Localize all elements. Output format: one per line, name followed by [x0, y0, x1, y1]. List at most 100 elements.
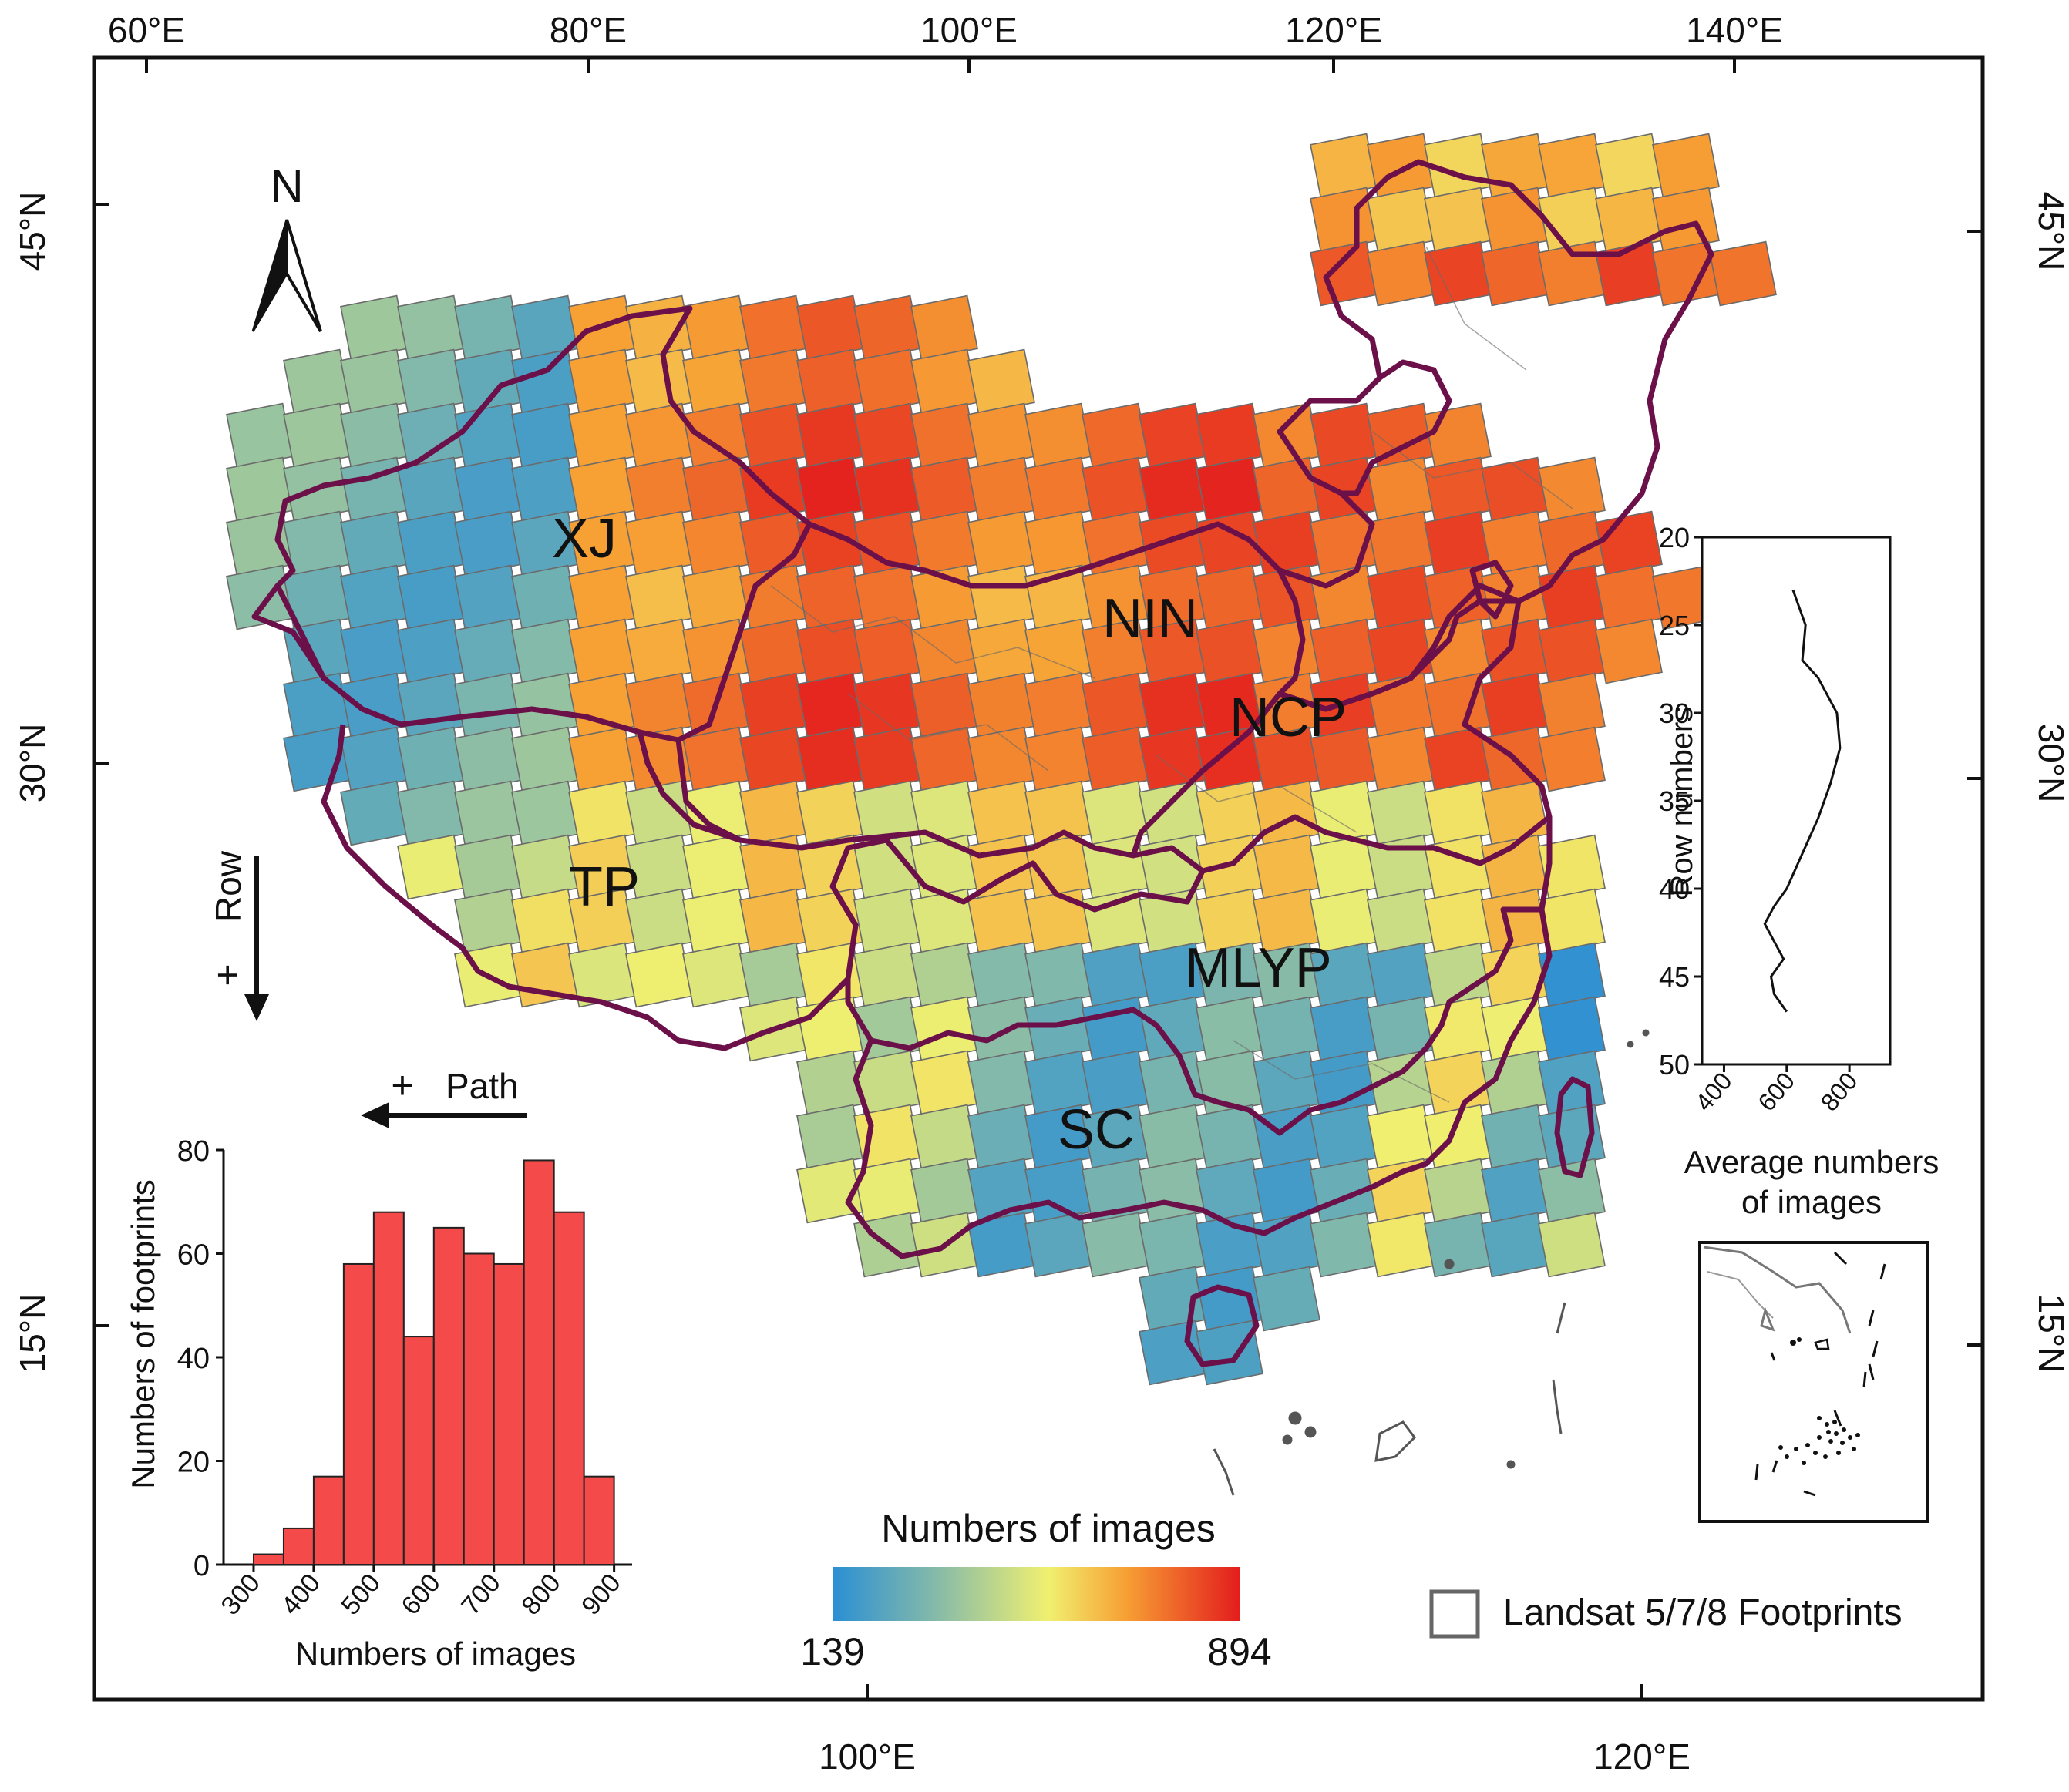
- right-axis-label: 15°N: [2031, 1294, 2069, 1373]
- histogram-bar: [493, 1262, 525, 1565]
- left-axis-label: 45°N: [12, 192, 52, 271]
- province-boundaries: [770, 246, 1573, 1103]
- histogram-xlabel: Numbers of images: [295, 1636, 576, 1672]
- left-axis-label: 15°N: [12, 1294, 52, 1373]
- right-axis: 45°N 30°N 15°N: [2031, 192, 2069, 1373]
- legend: Landsat 5/7/8 Footprints: [1429, 1589, 1902, 1639]
- histogram-bar: [282, 1527, 315, 1566]
- region-label-nin: NIN: [1102, 588, 1198, 650]
- histogram-xtick-label: 900: [576, 1568, 627, 1621]
- footprint-tile: [1424, 240, 1492, 307]
- footprint-tile: [1253, 1266, 1320, 1332]
- row-profile-ytick-label: 20: [1659, 522, 1690, 553]
- row-profile-ytick-label: 40: [1659, 873, 1690, 905]
- top-axis-label: 100°E: [920, 10, 1018, 50]
- histogram-ytick-label: 0: [193, 1550, 210, 1582]
- row-profile-ytick-label: 50: [1659, 1049, 1690, 1081]
- row-profile-xtick-label: 800: [1815, 1067, 1863, 1116]
- row-arrow-label: Row: [208, 850, 248, 922]
- colorbar: Numbers of images 139 894: [800, 1507, 1271, 1673]
- row-profile-xlabel: Average numbers of images: [1684, 1144, 1939, 1220]
- colorbar-gradient: [833, 1567, 1240, 1621]
- histogram-bar: [402, 1336, 435, 1565]
- top-axis-label: 120°E: [1285, 10, 1382, 50]
- footprint-tile: [1538, 1212, 1606, 1278]
- row-arrow-icon: [244, 994, 269, 1021]
- histogram-ylabel: Numbers of footprints: [125, 1179, 161, 1489]
- region-label-sc: SC: [1058, 1099, 1135, 1161]
- row-profile-ytick-label: 35: [1659, 785, 1690, 817]
- row-arrow: Row +: [206, 850, 269, 1021]
- graticule-ticks: [94, 58, 1983, 1700]
- north-arrow-label: N: [270, 160, 303, 212]
- top-axis-label: 60°E: [108, 10, 185, 50]
- left-axis-label: 30°N: [12, 724, 52, 803]
- top-axis-label: 140°E: [1686, 10, 1783, 50]
- region-label-xj: XJ: [552, 508, 617, 570]
- bottom-axis: 100°E 120°E: [819, 1737, 1691, 1777]
- histogram-bar: [463, 1252, 495, 1565]
- histogram-ytick-label: 20: [177, 1447, 210, 1479]
- left-axis: 45°N 30°N 15°N: [12, 192, 52, 1373]
- region-boundaries: [251, 159, 1714, 1367]
- row-profile-line: [1763, 589, 1842, 1013]
- bottom-axis-label: 120°E: [1593, 1737, 1691, 1777]
- top-axis: 60°E 80°E 100°E 120°E 140°E: [108, 10, 1783, 50]
- footprint-tile: [1424, 1212, 1492, 1278]
- histogram-xtick-label: 800: [516, 1568, 567, 1621]
- region-label-mlyp: MLYP: [1185, 937, 1332, 999]
- footprint-tile: [1310, 1212, 1378, 1278]
- footprint-tiles: [226, 133, 1777, 1386]
- row-profile-xtick-label: 400: [1690, 1067, 1738, 1116]
- row-profile-ytick-label: 30: [1659, 698, 1690, 729]
- histogram-xtick-label: 500: [335, 1568, 386, 1621]
- colorbar-min-label: 139: [800, 1630, 864, 1673]
- histogram-ytick-label: 60: [177, 1239, 210, 1272]
- row-arrow-sign: +: [206, 963, 249, 986]
- histogram-bar: [342, 1262, 375, 1565]
- footprint-tile: [1082, 1212, 1149, 1278]
- footprint-tile: [1310, 240, 1378, 307]
- colorbar-max-label: 894: [1207, 1630, 1271, 1673]
- histogram-ytick-label: 40: [177, 1343, 210, 1375]
- histogram-xtick-label: 600: [395, 1568, 446, 1621]
- inset-map: [1698, 1241, 1929, 1523]
- histogram-bar: [583, 1475, 615, 1566]
- colorbar-title: Numbers of images: [881, 1507, 1216, 1550]
- footprint-tile: [1481, 240, 1549, 307]
- north-arrow-icon: [251, 219, 288, 332]
- histogram-bar: [252, 1553, 284, 1566]
- top-axis-label: 80°E: [550, 10, 627, 50]
- histogram-xtick-label: 400: [275, 1568, 326, 1621]
- right-axis-label: 30°N: [2031, 724, 2069, 803]
- histogram-bar: [432, 1226, 465, 1565]
- path-arrow-label: Path: [446, 1066, 519, 1106]
- row-profile-ytick-label: 45: [1659, 961, 1690, 993]
- region-label-ncp: NCP: [1230, 687, 1347, 748]
- path-arrow-icon: [361, 1102, 389, 1128]
- footprint-tile: [682, 942, 750, 1008]
- histogram-xtick-label: 300: [216, 1568, 267, 1621]
- footprint-tile: [397, 834, 465, 900]
- histogram-bar: [553, 1211, 585, 1565]
- histogram-bar: [372, 1211, 405, 1565]
- footprint-tile: [625, 942, 693, 1008]
- footprint-tile: [1367, 240, 1435, 307]
- row-profile-xtick-label: 600: [1752, 1067, 1800, 1116]
- north-arrow: N: [251, 160, 322, 333]
- legend-label: Landsat 5/7/8 Footprints: [1503, 1592, 1902, 1633]
- region-label-tp: TP: [569, 856, 640, 918]
- footprint-tile: [1024, 1212, 1092, 1278]
- footprint-tile: [1481, 1212, 1549, 1278]
- row-profile-ytick-label: 25: [1659, 610, 1690, 641]
- footprint-tile: [1709, 240, 1777, 307]
- row-profile-ylabel: Row numbers: [1665, 707, 1699, 897]
- footprint-tile: [1595, 618, 1663, 684]
- right-axis-label: 45°N: [2031, 192, 2069, 271]
- histogram-bar: [523, 1159, 555, 1565]
- footprint-legend-icon: [1429, 1589, 1480, 1639]
- histogram-bar: [312, 1475, 345, 1566]
